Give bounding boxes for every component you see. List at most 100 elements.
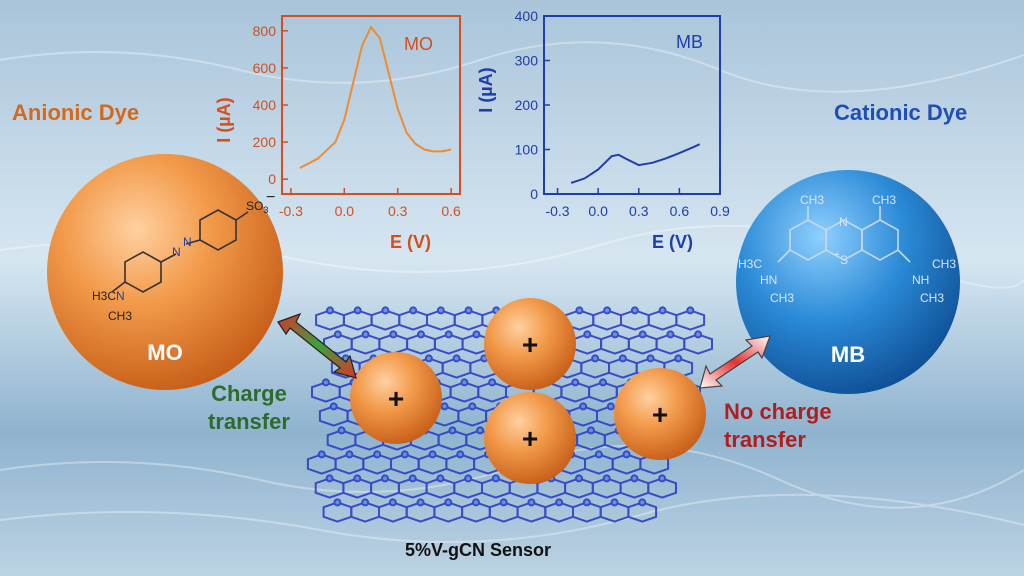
network-node (666, 330, 675, 339)
mb-series-label: MB (676, 32, 703, 52)
network-node (638, 498, 647, 507)
network-node (464, 306, 473, 315)
mo-chart: 0 200 400 600 800 -0.3 0.0 0.3 0.6 MO E (V) I (… (214, 15, 461, 252)
no-charge-transfer-arrow (699, 335, 771, 389)
network-node (606, 402, 615, 411)
network-node (321, 378, 330, 387)
mo-negative-charge: − (266, 189, 275, 206)
mb-y-tick-label: 400 (515, 8, 539, 24)
network-node (499, 498, 508, 507)
mb-ring-s: S (840, 253, 848, 267)
mb-right-ch3b: CH3 (920, 291, 944, 305)
network-node (436, 474, 445, 483)
network-node (622, 450, 631, 459)
network-node (638, 330, 647, 339)
network-node (380, 474, 389, 483)
mb-ring-plus: + (834, 250, 840, 261)
cationic-dye-label: Cationic Dye (834, 100, 968, 125)
network-node (476, 426, 485, 435)
network-node (555, 498, 564, 507)
mb-x-tick-label: -0.3 (545, 203, 569, 219)
mb-left-h3c: H3C (738, 257, 762, 271)
mo-amine-n: N (116, 289, 125, 303)
network-node (472, 330, 481, 339)
mb-left-ch3: CH3 (770, 291, 794, 305)
network-node (694, 330, 703, 339)
mb-series-line (570, 143, 701, 184)
charge-transfer-line1: Charge (211, 381, 287, 406)
network-node (448, 426, 457, 435)
mo-molecule-structure (111, 209, 249, 293)
network-node (471, 498, 480, 507)
mb-molecule-structure (777, 206, 911, 263)
network-node (571, 378, 580, 387)
plus-sign: + (522, 423, 538, 454)
network-node (591, 354, 600, 363)
network-node (468, 402, 477, 411)
network-node (373, 450, 382, 459)
mo-y-tick-label: 800 (253, 23, 277, 39)
network-node (598, 378, 607, 387)
charge-transfer-label: Charge transfer (208, 380, 290, 436)
network-node (452, 354, 461, 363)
mo-x-tick-label: 0.6 (441, 203, 461, 219)
network-node (630, 306, 639, 315)
network-node (579, 402, 588, 411)
mo-azo-n1: N (172, 245, 181, 259)
network-node (586, 426, 595, 435)
network-node (456, 450, 465, 459)
charge-transfer-arrow (277, 312, 357, 379)
network-node (361, 330, 370, 339)
network-node (594, 450, 603, 459)
mo-sphere-label: MO (147, 340, 182, 365)
mb-y-tick-label: 100 (515, 142, 539, 158)
network-node (444, 330, 453, 339)
mb-x-tick-label: 0.6 (670, 203, 690, 219)
network-node (582, 498, 591, 507)
mb-x-tick-label: 0.3 (629, 203, 649, 219)
network-node (345, 450, 354, 459)
network-node (329, 402, 338, 411)
mb-right-nh: NH (912, 273, 929, 287)
network-node (408, 474, 417, 483)
mo-y-tick-label: 200 (253, 134, 277, 150)
sensor-label: 5%V-gCN Sensor (405, 540, 552, 560)
network-node (416, 498, 425, 507)
network-node (618, 354, 627, 363)
mb-ring-n: N (839, 215, 848, 229)
network-node (646, 354, 655, 363)
positive-sphere-2: + (484, 298, 576, 390)
no-charge-transfer-line2: transfer (724, 427, 806, 452)
mb-x-axis-label: E (V) (652, 232, 693, 252)
mo-x-tick-label: 0.0 (335, 203, 355, 219)
positive-sphere-4: + (614, 368, 706, 460)
network-node (409, 306, 418, 315)
network-node (460, 378, 469, 387)
plus-sign: + (652, 399, 668, 430)
network-node (610, 498, 619, 507)
mo-sphere: N N H3C N CH3 SO3 − MO (47, 154, 283, 390)
network-node (333, 498, 342, 507)
network-node (583, 330, 592, 339)
mb-right-ch3: CH3 (932, 257, 956, 271)
network-node (428, 450, 437, 459)
network-node (424, 354, 433, 363)
mo-so3: SO3 (246, 199, 268, 215)
mb-left-hn: HN (760, 273, 777, 287)
mo-series-label: MO (404, 34, 433, 54)
network-node (674, 354, 683, 363)
mo-series-line (299, 25, 452, 169)
mo-x-axis-label: E (V) (390, 232, 431, 252)
mb-sphere: CH3 CH3 N S + H3C HN CH3 CH3 NH CH3 MB (736, 170, 960, 394)
network-node (388, 498, 397, 507)
network-node (326, 306, 334, 315)
network-node (353, 474, 362, 483)
network-node (353, 306, 362, 315)
network-node (630, 474, 639, 483)
plus-sign: + (522, 329, 538, 360)
charge-transfer-line2: transfer (208, 409, 290, 434)
mo-h3c: H3C (92, 289, 116, 303)
network-node (381, 306, 390, 315)
